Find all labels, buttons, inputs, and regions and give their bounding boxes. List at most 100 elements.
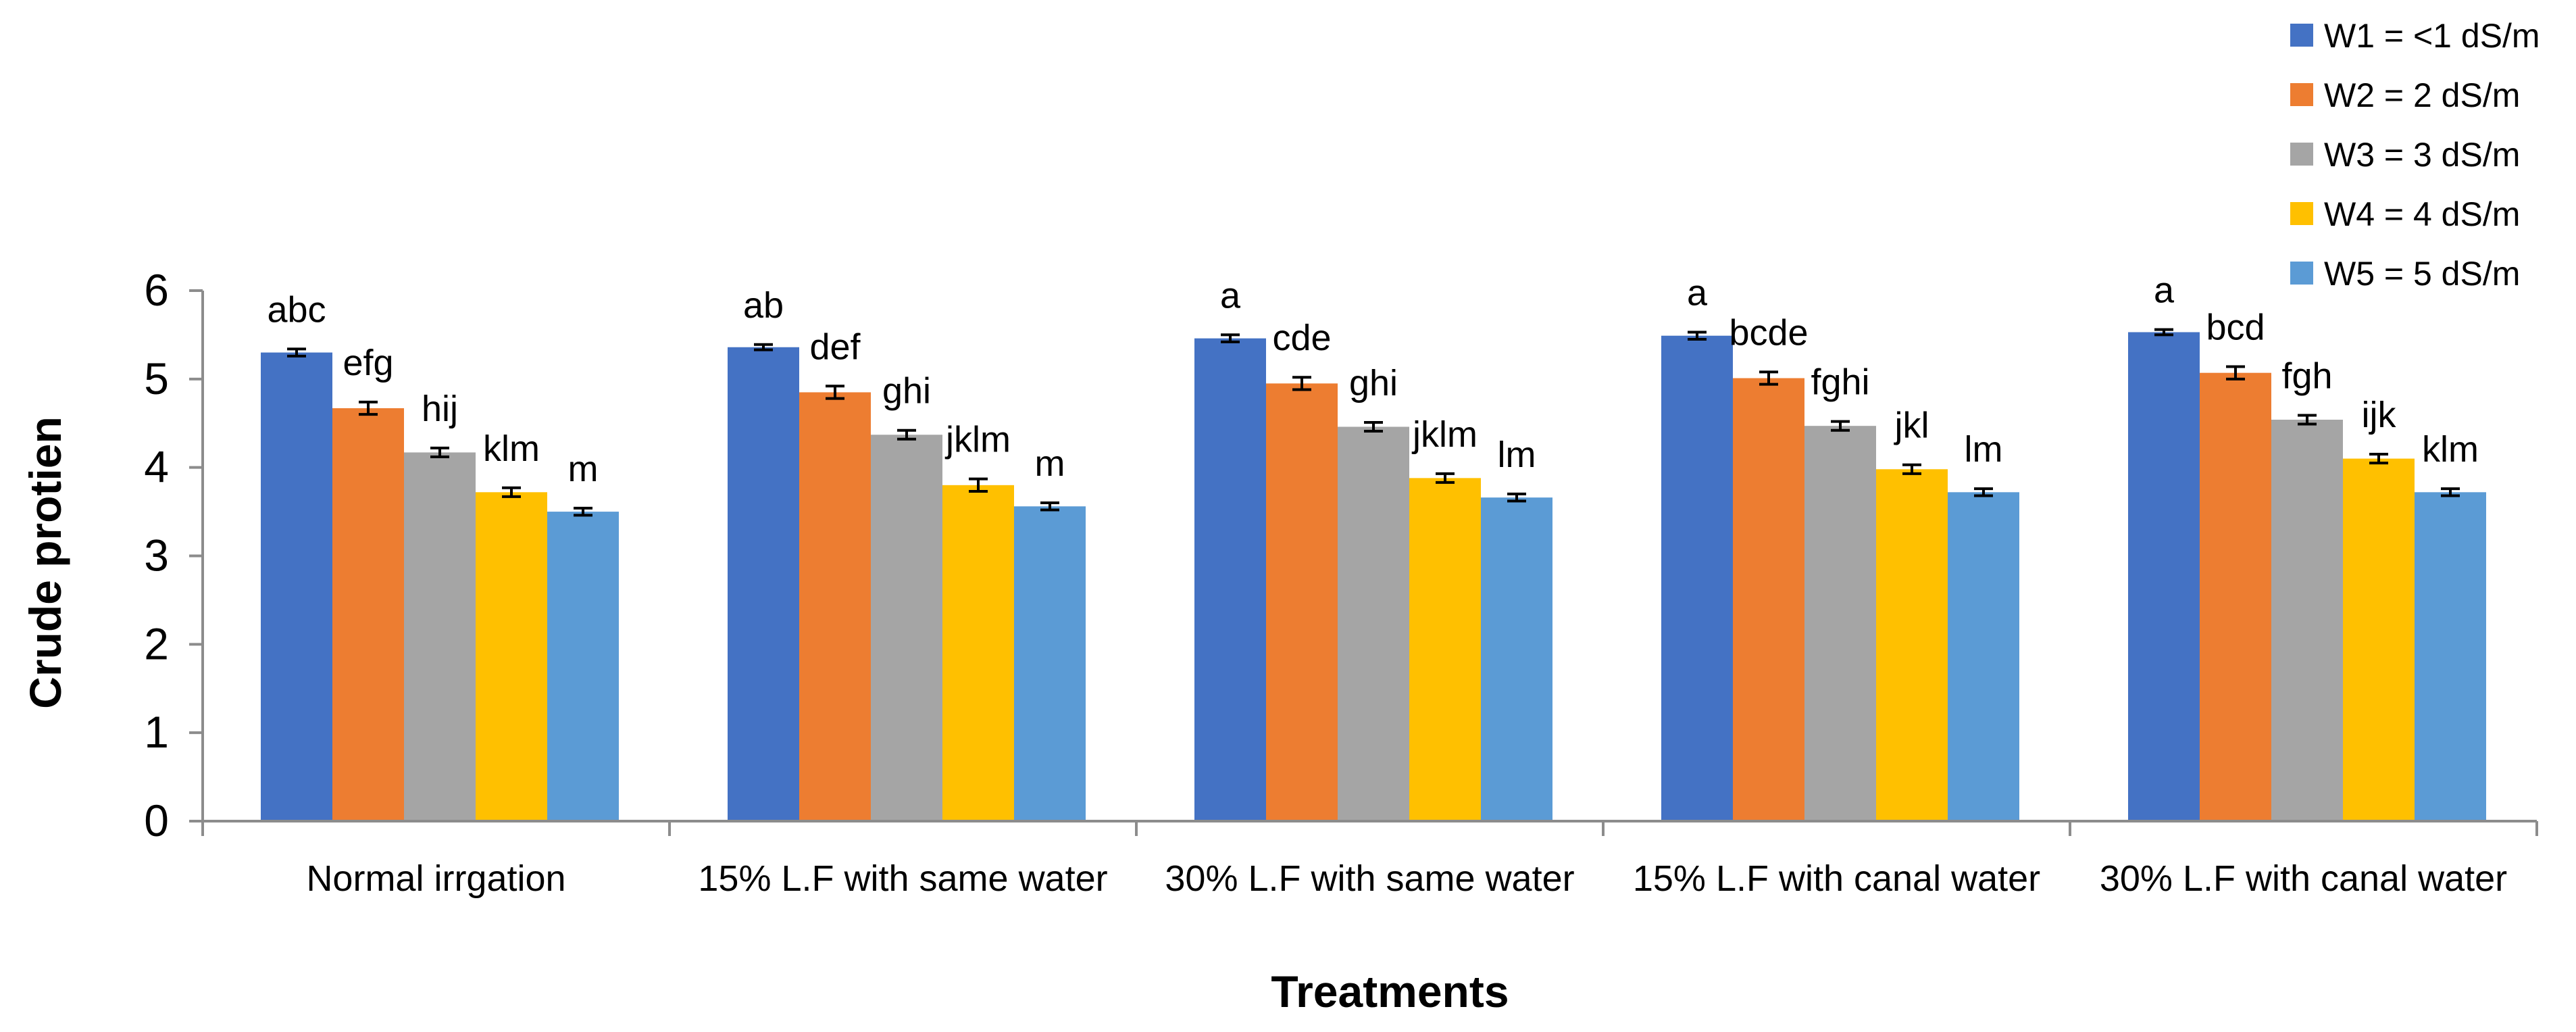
legend-item: W1 = <1 dS/m (2290, 17, 2540, 55)
bar (2271, 420, 2343, 821)
bars-layer (261, 332, 2486, 822)
error-bar (2226, 365, 2245, 380)
bar (1338, 426, 1409, 821)
bar (1409, 478, 1481, 821)
data-label: klm (2422, 429, 2479, 470)
x-ticks-layer: Normal irrgation 15% L.F with same water 3… (201, 821, 2538, 899)
legend-label: W3 = 3 dS/m (2324, 136, 2520, 174)
y-tick-label: 2 (144, 618, 169, 668)
bar (728, 347, 799, 821)
data-label: cde (1272, 318, 1331, 358)
error-bar (1436, 472, 1455, 484)
error-bar (1507, 492, 1526, 503)
legend-label: W4 = 4 dS/m (2324, 195, 2520, 233)
error-bar (287, 347, 306, 358)
y-tick-label: 1 (144, 707, 169, 757)
x-tick-label: 15% L.F with same water (698, 858, 1107, 899)
y-tick-label: 4 (144, 442, 169, 492)
error-bar (1974, 487, 1993, 497)
bar (404, 452, 476, 821)
bar (2200, 372, 2271, 821)
bar (1014, 506, 1086, 821)
bar (1733, 378, 1804, 821)
bar (1804, 426, 1876, 821)
error-bar (897, 428, 916, 441)
x-tick-label: 30% L.F with same water (1165, 858, 1574, 899)
x-tick-label: 15% L.F with canal water (1633, 858, 2040, 899)
error-bar (2154, 328, 2173, 337)
error-bar (1040, 501, 1059, 512)
error-bar (2441, 487, 2460, 497)
bar (332, 408, 404, 821)
bar (547, 512, 619, 821)
bar (1194, 338, 1266, 821)
error-bar (826, 385, 844, 400)
legend: W1 = <1 dS/m W2 = 2 dS/m W3 = 3 dS/m W4 = 4… (2290, 17, 2540, 293)
legend-item: W3 = 3 dS/m (2290, 136, 2520, 174)
error-bar (574, 506, 592, 517)
bar (2343, 458, 2415, 821)
data-label: bcd (2206, 308, 2265, 348)
data-label: abc (267, 289, 326, 330)
legend-label: W5 = 5 dS/m (2324, 255, 2520, 293)
legend-label: W1 = <1 dS/m (2324, 17, 2540, 55)
legend-item: W4 = 4 dS/m (2290, 195, 2520, 233)
x-axis-title: Treatments (1271, 966, 1509, 1016)
bar (2128, 332, 2200, 821)
bar (1948, 492, 2019, 821)
y-tick-label: 6 (144, 265, 169, 315)
bar (2415, 492, 2486, 821)
data-label: fgh (2281, 355, 2332, 396)
error-bar (1831, 420, 1850, 432)
legend-item: W5 = 5 dS/m (2290, 255, 2520, 293)
legend-label: W2 = 2 dS/m (2324, 76, 2520, 114)
bar (261, 352, 332, 821)
error-bar (2369, 453, 2388, 465)
data-label: bcde (1729, 312, 1808, 353)
bar (476, 492, 547, 821)
bar (1266, 383, 1338, 821)
bar (1661, 335, 1733, 822)
data-label: def (809, 326, 861, 367)
x-tick-label: Normal irrgation (306, 858, 565, 899)
error-bar (1292, 376, 1311, 391)
error-bar (430, 446, 449, 458)
x-tick-label: 30% L.F with canal water (2100, 858, 2507, 899)
data-label: klm (483, 428, 540, 469)
data-label: ghi (882, 371, 931, 412)
data-label: a (2154, 270, 2175, 311)
bar (1481, 497, 1552, 821)
y-tick-label: 3 (144, 531, 169, 581)
legend-swatch (2290, 202, 2313, 225)
data-label: a (1220, 275, 1241, 316)
data-label: m (568, 449, 599, 489)
legend-item: W2 = 2 dS/m (2290, 76, 2520, 114)
data-label: ghi (1349, 363, 1398, 403)
legend-swatch (2290, 262, 2313, 285)
data-label: lm (1965, 429, 2003, 470)
data-label: efg (343, 343, 393, 383)
data-label: ijk (2362, 395, 2397, 435)
bar (1876, 469, 1948, 821)
legend-swatch (2290, 143, 2313, 166)
error-bar (1902, 463, 1921, 475)
data-label: jklm (1411, 414, 1478, 455)
data-label: fghi (1811, 362, 1869, 403)
error-bar (754, 343, 773, 351)
data-label: lm (1498, 435, 1536, 475)
error-bar (359, 400, 378, 416)
y-axis-title: Crude protien (20, 416, 70, 709)
error-bar (1759, 370, 1778, 386)
y-tick-label: 0 (144, 795, 169, 845)
data-label: ab (743, 285, 784, 326)
legend-swatch (2290, 83, 2313, 106)
bar (871, 435, 942, 821)
error-bar (502, 486, 521, 498)
data-label: a (1687, 272, 1708, 313)
error-bar (1221, 333, 1240, 343)
error-bar (969, 477, 988, 493)
bar (799, 392, 871, 821)
error-bar (2298, 414, 2317, 426)
bar (942, 485, 1014, 821)
